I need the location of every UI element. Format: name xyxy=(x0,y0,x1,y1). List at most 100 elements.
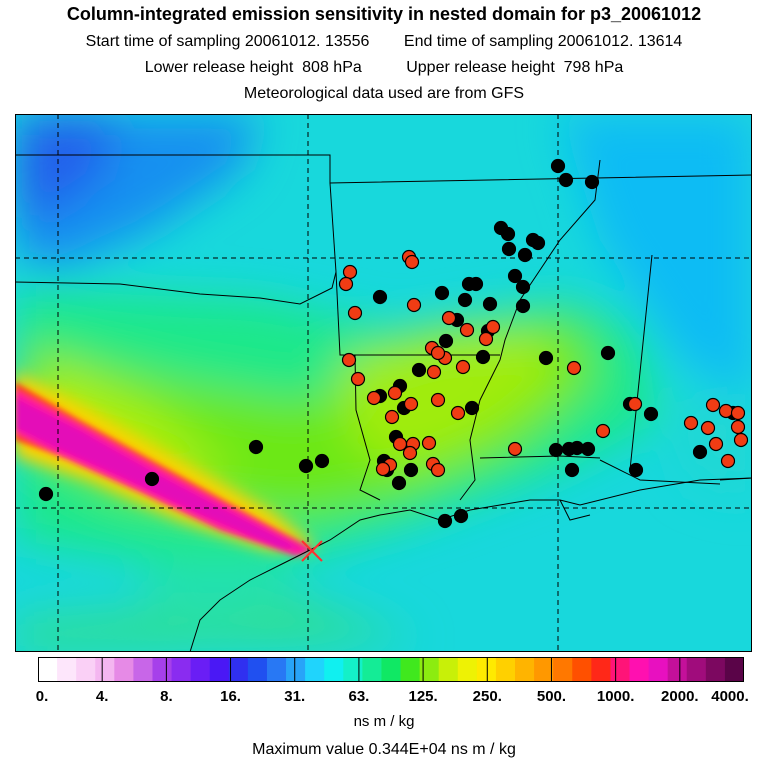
station-marker-black xyxy=(438,333,454,349)
colorbar xyxy=(38,657,744,682)
colorbar-tick-label: 2000. xyxy=(661,688,699,705)
upper-release-value: 798 hPa xyxy=(563,59,624,76)
station-marker-black xyxy=(248,439,264,455)
colorbar-cell xyxy=(534,657,554,682)
release-point-marker xyxy=(301,540,323,562)
colorbar-cell xyxy=(38,657,58,682)
station-marker-black xyxy=(500,226,516,242)
colorbar-cell xyxy=(705,657,726,682)
station-marker-black xyxy=(468,276,484,292)
colorbar-tick-label: 500. xyxy=(536,688,567,705)
colorbar-cell xyxy=(114,657,135,682)
station-marker-red xyxy=(730,405,746,421)
colorbar-cell xyxy=(381,657,402,682)
colorbar-cell xyxy=(247,657,268,682)
station-marker-red xyxy=(730,419,746,435)
colorbar-tick-label: 4. xyxy=(95,688,109,705)
station-marker-red xyxy=(375,461,391,477)
station-marker-red xyxy=(478,331,494,347)
station-marker-red xyxy=(705,397,721,413)
station-marker-black xyxy=(515,279,531,295)
start-time-value: 20061012. 13556 xyxy=(244,33,370,50)
station-marker-red xyxy=(485,319,501,335)
colorbar-cell xyxy=(667,657,688,682)
station-marker-black xyxy=(548,442,564,458)
station-marker-red xyxy=(426,364,442,380)
station-marker-red xyxy=(595,423,611,439)
colorbar-cell xyxy=(495,657,516,682)
lower-release-label: Lower release height xyxy=(144,59,294,76)
colorbar-cell xyxy=(286,657,306,682)
colorbar-cell xyxy=(95,657,115,682)
lower-release-value: 808 hPa xyxy=(302,59,362,76)
station-marker-red xyxy=(430,462,446,478)
station-marker-red xyxy=(455,359,471,375)
station-marker-black xyxy=(391,475,407,491)
sensitivity-field xyxy=(15,114,752,652)
station-marker-black xyxy=(501,241,517,257)
colorbar-cell xyxy=(190,657,211,682)
station-marker-red xyxy=(338,276,354,292)
colorbar-cell xyxy=(610,657,631,682)
station-marker-red xyxy=(459,322,475,338)
station-marker-red xyxy=(718,403,734,419)
station-marker-black xyxy=(692,444,708,460)
colorbar-cell xyxy=(553,657,573,682)
plot-title: Column-integrated emission sensitivity i… xyxy=(66,4,702,24)
station-marker-red xyxy=(708,436,724,452)
station-marker-black xyxy=(584,174,600,190)
station-marker-black xyxy=(372,289,388,305)
station-marker-black xyxy=(38,486,54,502)
colorbar-cell xyxy=(228,657,249,682)
colorbar-tick-label: 16. xyxy=(220,688,241,705)
colorbar-cell xyxy=(324,657,344,682)
station-marker-red xyxy=(720,453,736,469)
end-time-value: 20061012. 13614 xyxy=(557,33,683,50)
station-marker-red xyxy=(366,390,382,406)
station-marker-black xyxy=(453,508,469,524)
colorbar-cell xyxy=(400,657,421,682)
station-marker-black xyxy=(482,296,498,312)
colorbar-cell xyxy=(419,657,440,682)
station-marker-black xyxy=(144,471,160,487)
colorbar-tick-label: 4000. xyxy=(711,688,749,705)
colorbar-cell xyxy=(572,657,592,682)
colorbar-cell xyxy=(305,657,325,682)
station-marker-black xyxy=(580,441,596,457)
colorbar-cell xyxy=(476,657,497,682)
colorbar-tick-label: 31. xyxy=(284,688,306,705)
station-marker-black xyxy=(564,462,580,478)
station-marker-red xyxy=(566,360,582,376)
end-time-label: End time of sampling xyxy=(403,33,554,50)
station-marker-black xyxy=(314,453,330,469)
start-time-label: Start time of sampling xyxy=(85,33,241,50)
colorbar-cell xyxy=(629,657,650,682)
sampling-time-line: Start time of sampling 20061012. 13556 E… xyxy=(0,33,768,51)
colorbar-cell xyxy=(362,657,383,682)
colorbar-tick-label: 0. xyxy=(35,688,49,705)
colorbar-tick-label: 125. xyxy=(408,688,438,705)
station-marker-red xyxy=(733,432,749,448)
colorbar-cell xyxy=(686,657,707,682)
colorbar-cell xyxy=(171,657,192,682)
colorbar-cell xyxy=(724,657,744,682)
station-marker-black xyxy=(298,458,314,474)
colorbar-cell xyxy=(343,657,363,682)
station-marker-black xyxy=(550,158,566,174)
station-marker-red xyxy=(384,409,400,425)
colorbar-cell xyxy=(648,657,669,682)
upper-release-label: Upper release height xyxy=(406,59,555,76)
colorbar-cell xyxy=(438,657,459,682)
station-marker-red xyxy=(450,405,466,421)
colorbar-cell xyxy=(152,657,173,682)
station-marker-black xyxy=(517,247,533,263)
colorbar-cell xyxy=(266,657,287,682)
maximum-value-text: Maximum value 0.344E+04 ns m / kg xyxy=(252,741,516,758)
station-marker-black xyxy=(600,345,616,361)
station-marker-red xyxy=(430,345,446,361)
station-marker-black xyxy=(538,350,554,366)
station-marker-red xyxy=(341,352,357,368)
colorbar-units: ns m / kg xyxy=(353,713,415,730)
station-marker-black xyxy=(437,513,453,529)
release-height-line: Lower release height 808 hPa Upper relea… xyxy=(0,59,768,77)
